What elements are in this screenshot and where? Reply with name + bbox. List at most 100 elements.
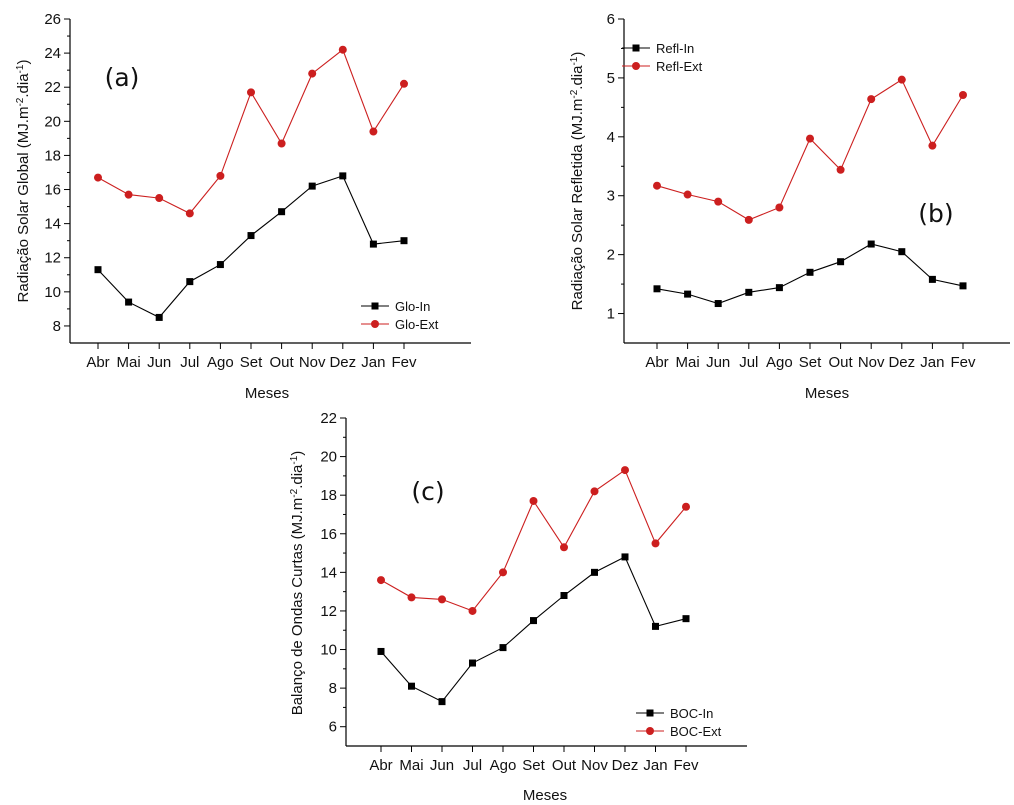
x-tick-label: Jun — [147, 354, 171, 371]
data-point-refl-in — [775, 284, 783, 292]
x-axis-title: Meses — [805, 385, 849, 402]
data-point-boc-ext — [407, 593, 416, 602]
data-point-refl-ext — [867, 95, 876, 104]
legend-label: BOC-Ext — [670, 724, 722, 739]
legend: Refl-In Refl-Ext — [622, 41, 703, 74]
y-tick-label: 16 — [44, 182, 61, 199]
data-point-boc-in — [377, 647, 385, 655]
legend-marker-circle — [371, 320, 379, 328]
legend-marker-circle — [646, 727, 654, 735]
data-point-glo-in — [216, 261, 224, 269]
y-tick-label: 20 — [320, 449, 337, 466]
chart-panel-c: 6 8 10 12 14 16 18 20 22 Abr Mai Jun Jul Ago Set Out Nov… — [289, 410, 747, 804]
data-point-glo-ext — [155, 194, 164, 203]
data-point-refl-in — [684, 290, 692, 298]
y-tick-label: 6 — [607, 11, 615, 28]
legend-label: Glo-In — [395, 299, 430, 314]
data-point-refl-in — [959, 282, 967, 290]
legend-marker-square — [371, 302, 379, 310]
data-point-boc-in — [652, 622, 659, 630]
y-axis-title-superscript: -2 — [289, 488, 300, 497]
series-line-boc-in — [380, 556, 687, 703]
x-tick-label: Abr — [369, 757, 392, 774]
data-point-glo-ext — [247, 88, 255, 97]
legend-marker-square — [632, 44, 640, 52]
y-axis-title-superscript: -1 — [289, 455, 300, 464]
y-tick-label: 10 — [320, 642, 337, 659]
x-tick-label: Fev — [950, 354, 976, 371]
data-point-glo-ext — [400, 79, 408, 88]
x-axis-title: Meses — [523, 787, 567, 804]
data-point-refl-in — [837, 258, 845, 266]
data-point-boc-ext — [529, 496, 538, 505]
data-point-refl-in — [806, 268, 814, 276]
data-point-glo-in — [369, 240, 377, 248]
y-tick-label: 18 — [320, 487, 337, 504]
panel-label: (c) — [411, 477, 444, 506]
x-tick-label: Jan — [361, 354, 385, 371]
x-tick-label: Set — [799, 354, 822, 371]
x-tick-label: Ago — [207, 354, 234, 371]
x-tick-label: Mai — [676, 354, 700, 371]
data-point-glo-in — [400, 237, 408, 245]
x-tick-label: Jun — [706, 354, 730, 371]
data-point-boc-in — [530, 617, 537, 625]
data-point-boc-ext — [621, 466, 629, 475]
data-point-refl-ext — [806, 134, 814, 143]
y-tick-label: 10 — [44, 284, 61, 301]
x-tick-label: Set — [522, 757, 545, 774]
legend-label: Refl-Ext — [656, 59, 703, 74]
chart-panel-a: 8 10 12 14 16 18 20 22 24 26 Abr Mai Jun Jul Ago Set Out… — [15, 11, 471, 402]
y-axis-title-part: .dia — [569, 65, 586, 90]
data-point-boc-in — [499, 644, 507, 652]
y-axis-title-superscript: -2 — [569, 89, 580, 98]
y-axis-title-part: Balanço de Ondas Curtas (MJ.m — [289, 498, 306, 716]
data-point-refl-ext — [775, 203, 784, 212]
data-point-boc-ext — [377, 576, 385, 585]
data-point-refl-in — [867, 240, 875, 248]
x-tick-label: Dez — [612, 757, 639, 774]
x-tick-label: Jul — [739, 354, 758, 371]
data-point-refl-in — [898, 248, 906, 256]
panel-label: (a) — [105, 63, 140, 92]
data-point-glo-ext — [338, 45, 347, 54]
y-axis-title-part: ) — [289, 451, 306, 456]
legend: BOC-In BOC-Ext — [636, 706, 722, 739]
y-tick-label: 6 — [329, 719, 337, 736]
data-point-glo-ext — [369, 127, 378, 136]
data-point-refl-in — [928, 275, 936, 283]
panel-label: (b) — [918, 199, 953, 228]
y-tick-label: 14 — [44, 216, 61, 233]
data-point-refl-ext — [928, 141, 937, 150]
data-point-boc-ext — [468, 606, 477, 615]
y-tick-label: 26 — [44, 11, 61, 28]
x-tick-label: Jan — [920, 354, 944, 371]
data-point-refl-ext — [897, 75, 906, 84]
data-point-glo-ext — [277, 139, 286, 148]
y-tick-label: 8 — [53, 318, 61, 335]
x-tick-label: Fev — [673, 757, 699, 774]
y-axis-title-part: .dia — [15, 73, 32, 98]
legend: Glo-In Glo-Ext — [361, 299, 439, 332]
x-tick-label: Jul — [180, 354, 199, 371]
data-point-glo-in — [125, 298, 133, 306]
data-point-boc-ext — [499, 568, 507, 577]
data-point-boc-in — [469, 659, 476, 667]
x-tick-label: Ago — [490, 757, 517, 774]
y-tick-label: 24 — [44, 45, 61, 62]
data-point-refl-ext — [959, 90, 967, 99]
data-point-refl-in — [714, 300, 722, 308]
x-tick-label: Out — [829, 354, 854, 371]
y-tick-label: 4 — [607, 129, 615, 146]
y-tick-label: 8 — [329, 680, 337, 697]
data-point-boc-in — [408, 682, 415, 690]
data-point-boc-in — [560, 592, 568, 600]
data-point-glo-in — [278, 208, 286, 216]
y-tick-label: 12 — [44, 250, 61, 267]
x-tick-label: Jun — [430, 757, 454, 774]
x-tick-label: Out — [270, 354, 295, 371]
data-point-refl-in — [745, 288, 753, 296]
data-point-glo-ext — [216, 171, 225, 180]
data-point-refl-ext — [683, 190, 692, 199]
x-axis-title: Meses — [245, 385, 289, 402]
